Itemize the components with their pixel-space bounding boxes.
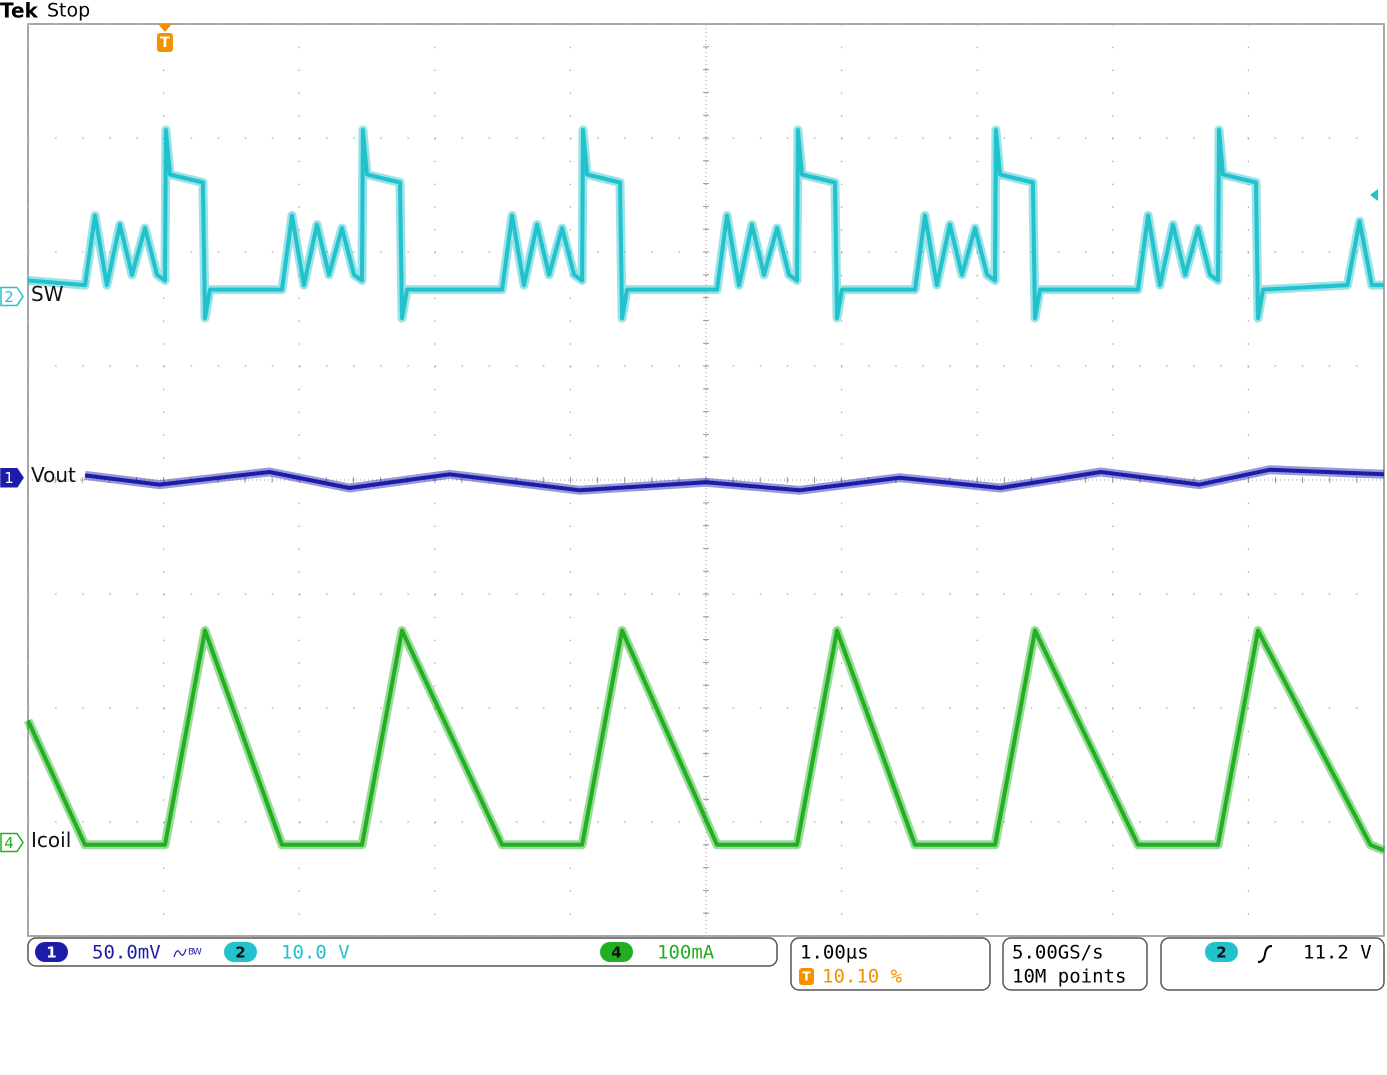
acquisition-box bbox=[1002, 937, 1148, 991]
channel-scale: 100mA bbox=[657, 942, 715, 964]
channel-number: 1 bbox=[4, 469, 14, 487]
trigger-level-arrow bbox=[1370, 189, 1378, 201]
waveform bbox=[26, 628, 1385, 853]
trigger-position: 10.10 % bbox=[822, 966, 903, 988]
channel-marker bbox=[0, 286, 24, 307]
channel-number: 2 bbox=[4, 288, 14, 306]
status: Stop bbox=[47, 0, 90, 22]
waveform bbox=[84, 467, 1385, 493]
channel-marker bbox=[0, 832, 24, 853]
waveform bbox=[27, 128, 1384, 321]
channel-badge bbox=[224, 942, 257, 962]
trigger-position-badge bbox=[799, 968, 814, 985]
channel-marker bbox=[0, 467, 24, 488]
trigger-position-letter: T bbox=[802, 970, 811, 984]
channel-scale: 50.0mV bbox=[92, 942, 161, 964]
time-scale: 1.00µs bbox=[800, 942, 869, 964]
trigger-position-arrow bbox=[157, 24, 172, 32]
trigger-box bbox=[1160, 937, 1385, 991]
channel-number: 4 bbox=[4, 834, 14, 852]
channel-badge-number: 4 bbox=[611, 944, 621, 962]
channel-name: Icoil bbox=[31, 828, 71, 852]
bandwidth-wave bbox=[173, 948, 187, 958]
channel-badge-number: 1 bbox=[46, 944, 56, 962]
channel-badge bbox=[1205, 942, 1238, 962]
channel-badge-number: 2 bbox=[1216, 944, 1226, 962]
horizontal-box bbox=[790, 937, 991, 991]
trigger-level: 11.2 V bbox=[1303, 942, 1372, 964]
bandwidth-limit: BW bbox=[188, 948, 202, 958]
vertical-box bbox=[27, 937, 778, 967]
brand: Tek bbox=[0, 0, 39, 23]
channel-scale: 10.0 V bbox=[281, 942, 350, 964]
trigger-position-letter: T bbox=[160, 35, 170, 51]
channel-badge bbox=[35, 942, 68, 962]
channel-name: SW bbox=[31, 282, 64, 306]
trigger-position-badge bbox=[156, 33, 173, 52]
channel-badge bbox=[600, 942, 633, 962]
sample-rate: 5.00GS/s bbox=[1012, 942, 1104, 964]
channel-badge-number: 2 bbox=[235, 944, 245, 962]
record-length: 10M points bbox=[1012, 966, 1126, 988]
slope-icon bbox=[1257, 945, 1273, 963]
channel-name: Vout bbox=[31, 463, 76, 487]
